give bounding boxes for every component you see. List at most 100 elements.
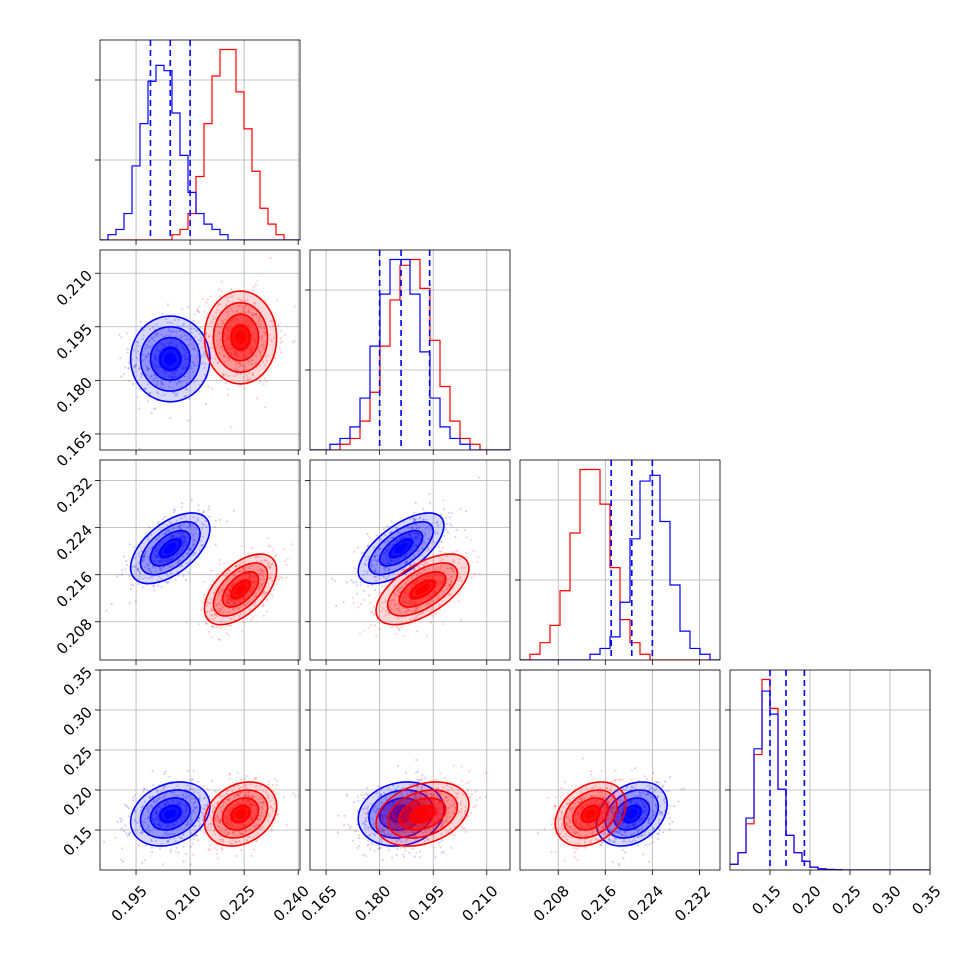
sample-point	[414, 501, 417, 504]
sample-point	[409, 618, 412, 621]
sample-point	[388, 574, 391, 577]
contour-ring	[375, 553, 470, 626]
sample-point	[239, 373, 242, 376]
sample-point	[116, 575, 119, 578]
sample-point	[196, 307, 199, 311]
sample-point	[167, 574, 170, 577]
sample-point	[456, 549, 459, 552]
sample-point	[400, 792, 403, 796]
sample-point	[179, 527, 182, 530]
sample-point	[465, 536, 469, 539]
sample-point	[189, 816, 192, 819]
sample-point	[373, 555, 376, 559]
sample-point	[251, 312, 254, 315]
sample-point	[143, 817, 146, 821]
sample-point	[192, 806, 195, 809]
sample-point	[441, 825, 444, 828]
sample-point	[241, 567, 244, 570]
sample-point	[216, 362, 219, 365]
sample-point	[171, 565, 174, 569]
sample-point	[438, 545, 441, 549]
sample-point	[148, 796, 151, 799]
sample-point	[164, 581, 168, 584]
sample-point	[459, 575, 462, 579]
sample-point	[370, 559, 373, 562]
sample-point	[232, 607, 235, 610]
sample-point	[142, 555, 145, 558]
sample-point	[264, 810, 267, 813]
sample-point	[447, 593, 450, 596]
sample-point	[405, 838, 408, 841]
sample-point	[184, 796, 187, 799]
sample-point	[363, 563, 366, 566]
sample-point	[442, 508, 446, 511]
density-level	[235, 809, 246, 819]
sample-point	[168, 329, 171, 332]
sample-point	[188, 548, 191, 551]
sample-point	[193, 313, 196, 316]
sample-point	[190, 331, 193, 334]
sample-point	[265, 380, 268, 383]
sample-point	[377, 795, 380, 799]
sample-point	[219, 303, 222, 306]
sample-point	[269, 333, 272, 337]
sample-point	[206, 298, 209, 301]
sample-point	[194, 356, 197, 359]
sample-point	[148, 796, 152, 799]
sample-point	[248, 835, 251, 839]
sample-point	[178, 794, 181, 797]
sample-point	[145, 366, 148, 369]
sample-point	[369, 601, 372, 604]
contour-ring	[378, 529, 424, 567]
sample-point	[226, 793, 229, 796]
sample-point	[133, 366, 136, 369]
sample-point	[146, 354, 149, 357]
sample-point	[279, 329, 282, 332]
sample-point	[175, 382, 178, 385]
sample-point	[146, 366, 149, 369]
sample-point	[141, 577, 144, 580]
sample-point	[211, 779, 214, 782]
sample-point	[219, 821, 222, 824]
sample-point	[159, 567, 162, 570]
sample-point	[141, 338, 145, 341]
sample-point	[445, 522, 448, 525]
sample-point	[193, 805, 196, 808]
sample-point	[139, 832, 142, 835]
sample-point	[146, 368, 149, 371]
sample-point	[253, 777, 257, 780]
sample-point	[390, 537, 393, 540]
sample-point	[148, 345, 151, 348]
sample-point	[352, 801, 356, 804]
sample-point	[253, 777, 256, 780]
sample-point	[144, 532, 147, 535]
sample-point	[422, 518, 425, 521]
sample-point	[230, 287, 233, 291]
sample-point	[155, 800, 158, 803]
sample-point	[238, 840, 241, 843]
sample-point	[162, 785, 165, 788]
sample-point	[105, 609, 108, 612]
contour-ring	[129, 781, 211, 847]
sample-point	[260, 578, 263, 582]
sample-point	[187, 571, 190, 574]
sample-point	[239, 569, 242, 573]
sample-point	[264, 332, 267, 335]
sample-point	[413, 610, 416, 613]
sample-point	[227, 831, 230, 835]
sample-point	[234, 565, 237, 568]
sample-point	[273, 357, 276, 360]
sample-point	[262, 348, 265, 351]
sample-point	[425, 602, 429, 606]
sample-point	[174, 840, 177, 843]
sample-point	[152, 800, 155, 803]
sample-point	[229, 773, 232, 776]
sample-point	[193, 801, 196, 805]
contour-ring	[159, 805, 181, 823]
sample-point	[141, 831, 144, 834]
sample-point	[176, 392, 179, 395]
hist-step-red	[520, 468, 720, 660]
sample-point	[473, 572, 476, 575]
sample-point	[418, 779, 421, 782]
sample-point	[89, 348, 91, 350]
